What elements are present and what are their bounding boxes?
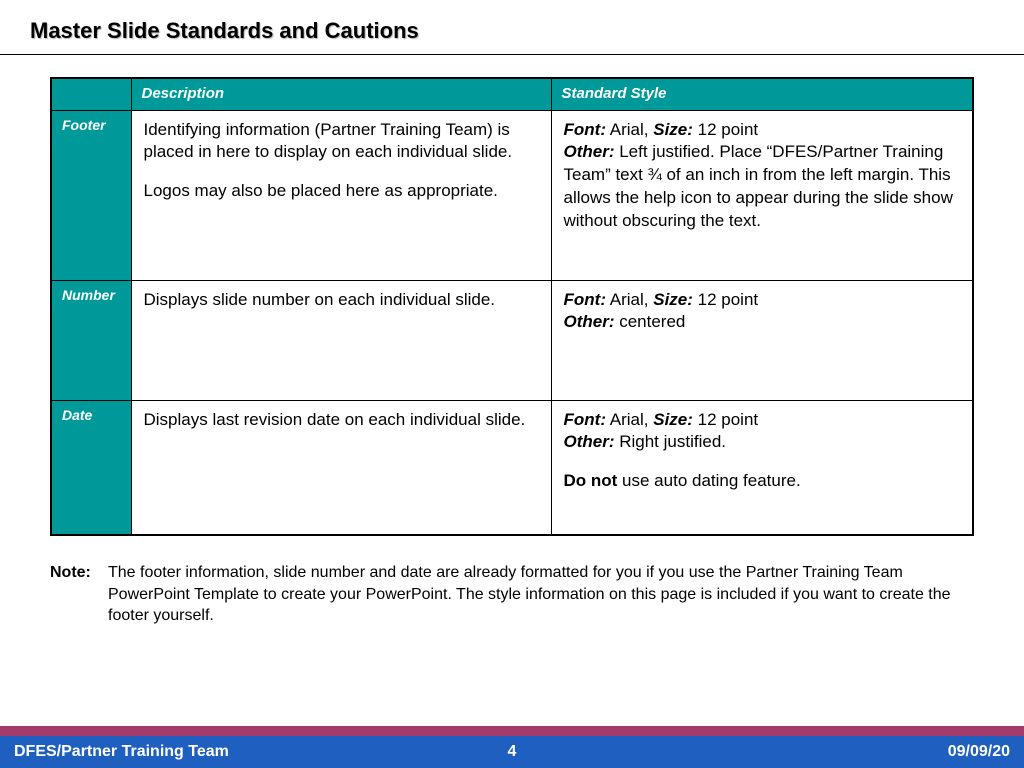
style-line: Do not use auto dating feature. bbox=[564, 470, 961, 493]
style-line: Other: centered bbox=[564, 311, 961, 334]
content-area: Description Standard Style Footer Identi… bbox=[0, 77, 1024, 536]
header-description: Description bbox=[131, 78, 551, 110]
style-line: Other: Left justified. Place “DFES/Partn… bbox=[564, 141, 961, 233]
slide-footer: DFES/Partner Training Team 4 09/09/20 bbox=[0, 726, 1024, 768]
page-title: Master Slide Standards and Cautions bbox=[0, 0, 1024, 54]
row-style: Font: Arial, Size: 12 point Other: Left … bbox=[551, 110, 973, 280]
table-row: Date Displays last revision date on each… bbox=[51, 400, 973, 535]
footer-left: DFES/Partner Training Team bbox=[14, 743, 508, 761]
footer-stripe bbox=[0, 726, 1024, 736]
desc-para: Displays slide number on each individual… bbox=[144, 289, 539, 312]
note-text: The footer information, slide number and… bbox=[108, 562, 974, 627]
note-label: Note: bbox=[50, 562, 108, 627]
style-line: Font: Arial, Size: 12 point bbox=[564, 409, 961, 432]
row-style: Font: Arial, Size: 12 point Other: cente… bbox=[551, 280, 973, 400]
header-standard-style: Standard Style bbox=[551, 78, 973, 110]
table-row: Footer Identifying information (Partner … bbox=[51, 110, 973, 280]
header-blank bbox=[51, 78, 131, 110]
note-block: Note: The footer information, slide numb… bbox=[0, 536, 1024, 627]
title-rule bbox=[0, 54, 1024, 55]
table-row: Number Displays slide number on each ind… bbox=[51, 280, 973, 400]
desc-para: Displays last revision date on each indi… bbox=[144, 409, 539, 432]
footer-bar: DFES/Partner Training Team 4 09/09/20 bbox=[0, 736, 1024, 768]
style-line: Font: Arial, Size: 12 point bbox=[564, 289, 961, 312]
table-header-row: Description Standard Style bbox=[51, 78, 973, 110]
row-description: Displays slide number on each individual… bbox=[131, 280, 551, 400]
row-label: Footer bbox=[51, 110, 131, 280]
footer-page-number: 4 bbox=[508, 743, 517, 761]
row-style: Font: Arial, Size: 12 point Other: Right… bbox=[551, 400, 973, 535]
row-description: Displays last revision date on each indi… bbox=[131, 400, 551, 535]
desc-para: Logos may also be placed here as appropr… bbox=[144, 180, 539, 203]
row-description: Identifying information (Partner Trainin… bbox=[131, 110, 551, 280]
row-label: Date bbox=[51, 400, 131, 535]
desc-para: Identifying information (Partner Trainin… bbox=[144, 119, 539, 165]
style-line: Font: Arial, Size: 12 point bbox=[564, 119, 961, 142]
style-line: Other: Right justified. bbox=[564, 431, 961, 454]
row-label: Number bbox=[51, 280, 131, 400]
standards-table: Description Standard Style Footer Identi… bbox=[50, 77, 974, 536]
footer-date: 09/09/20 bbox=[516, 743, 1010, 761]
